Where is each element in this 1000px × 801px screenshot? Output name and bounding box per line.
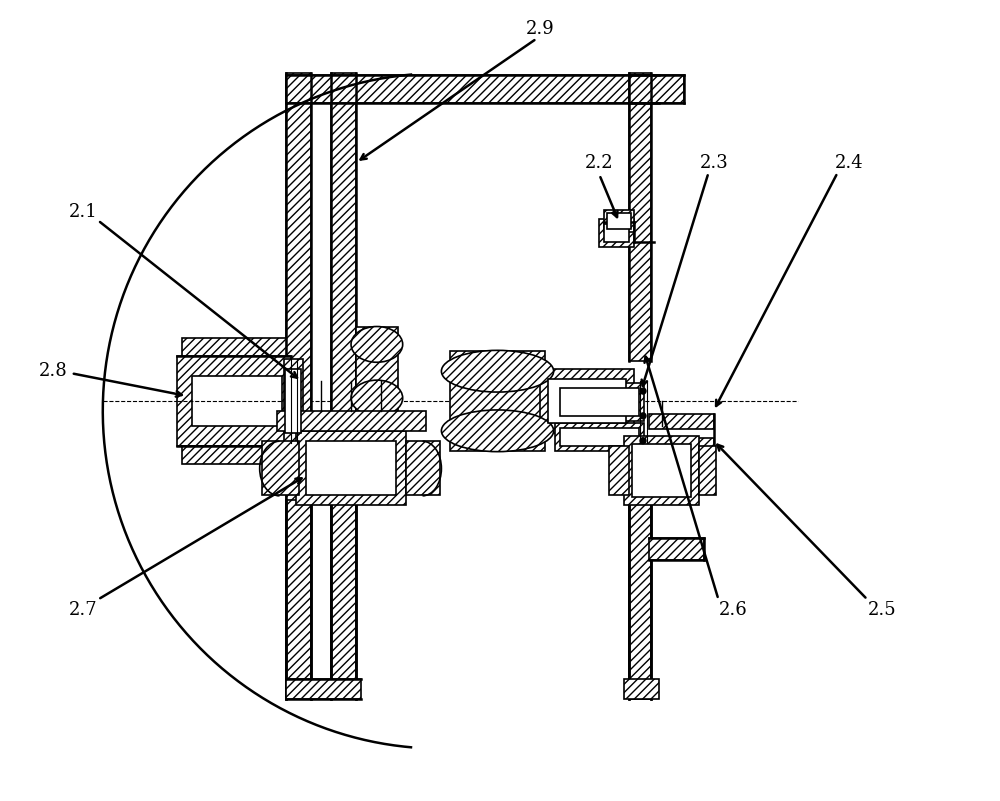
Bar bbox=[607, 213, 631, 229]
Bar bbox=[609, 445, 629, 495]
Bar bbox=[629, 73, 651, 361]
Bar bbox=[331, 501, 356, 699]
Bar bbox=[649, 437, 714, 453]
Text: 2.8: 2.8 bbox=[39, 362, 67, 380]
Bar bbox=[285, 369, 301, 433]
Bar bbox=[277, 411, 426, 431]
Bar bbox=[560, 428, 639, 445]
Bar bbox=[450, 352, 545, 451]
Circle shape bbox=[640, 413, 646, 419]
Bar bbox=[540, 369, 634, 433]
Bar bbox=[286, 75, 659, 103]
Bar bbox=[286, 73, 311, 699]
Bar bbox=[192, 376, 282, 426]
Bar bbox=[262, 441, 299, 495]
Text: 2.2: 2.2 bbox=[585, 154, 614, 171]
Bar bbox=[604, 211, 634, 232]
Ellipse shape bbox=[441, 410, 554, 452]
Bar bbox=[604, 224, 629, 242]
Ellipse shape bbox=[351, 327, 403, 362]
Bar bbox=[182, 445, 286, 464]
Bar bbox=[296, 431, 406, 505]
Bar bbox=[624, 679, 659, 699]
Bar bbox=[356, 327, 398, 416]
Bar bbox=[560, 388, 639, 416]
Bar bbox=[629, 75, 684, 103]
Bar bbox=[406, 441, 440, 495]
Bar bbox=[624, 436, 699, 505]
Circle shape bbox=[640, 437, 646, 444]
Bar bbox=[286, 501, 311, 699]
Bar bbox=[555, 423, 644, 451]
Text: 2.6: 2.6 bbox=[719, 601, 748, 618]
Bar bbox=[649, 538, 704, 560]
Text: 2.7: 2.7 bbox=[69, 601, 97, 618]
Circle shape bbox=[640, 388, 646, 394]
Bar bbox=[629, 501, 651, 699]
Text: 2.4: 2.4 bbox=[835, 154, 864, 171]
Bar bbox=[632, 444, 691, 497]
Bar bbox=[629, 501, 651, 699]
Bar bbox=[284, 360, 303, 443]
Ellipse shape bbox=[351, 380, 403, 416]
Bar bbox=[699, 445, 716, 495]
Bar bbox=[555, 383, 644, 421]
Text: 2.5: 2.5 bbox=[868, 601, 897, 618]
Bar bbox=[649, 414, 714, 429]
Bar bbox=[286, 679, 361, 699]
Ellipse shape bbox=[441, 350, 554, 392]
Bar bbox=[548, 379, 626, 423]
Bar bbox=[599, 219, 634, 247]
Text: 2.9: 2.9 bbox=[525, 19, 554, 38]
Text: 2.3: 2.3 bbox=[700, 154, 729, 171]
Text: 2.1: 2.1 bbox=[69, 203, 97, 221]
Bar bbox=[177, 356, 291, 445]
Bar bbox=[331, 73, 356, 699]
Bar bbox=[182, 339, 286, 356]
Bar bbox=[306, 441, 396, 495]
